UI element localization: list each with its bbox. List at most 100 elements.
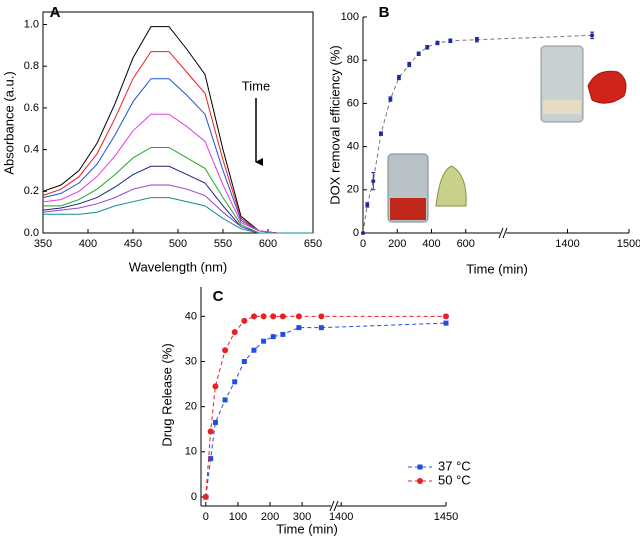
data-point	[448, 38, 453, 43]
x-tick-label: 200	[388, 238, 406, 250]
y-tick-label: 0	[353, 227, 359, 239]
spectrum-line	[42, 51, 313, 234]
data-point	[396, 75, 401, 80]
data-point	[251, 347, 257, 353]
data-point	[474, 37, 479, 42]
spectrum-line	[43, 197, 313, 234]
x-tick-label: 400	[79, 238, 97, 250]
data-point	[280, 331, 286, 337]
x-axis-label: Wavelength (nm)	[129, 259, 228, 274]
y-tick-label: 60	[347, 97, 359, 109]
data-point	[207, 428, 214, 435]
y-tick-label: 20	[185, 401, 197, 413]
spectrum-line	[42, 113, 313, 234]
data-point	[260, 313, 267, 320]
data-point	[435, 40, 440, 45]
data-point	[241, 317, 248, 324]
data-point	[296, 325, 302, 331]
legend-marker	[417, 464, 423, 470]
data-point	[202, 493, 209, 500]
panel-label: C	[213, 288, 224, 305]
data-point	[295, 313, 302, 320]
x-tick-label: 400	[422, 238, 440, 250]
y-axis-label: DOX removal efficiency (%)	[327, 45, 342, 204]
y-axis-label: Absorbance (a.u.)	[1, 71, 16, 174]
x-tick-label: 600	[259, 238, 277, 250]
vial-image-2	[540, 45, 627, 123]
x-tick-label: 1450	[434, 511, 458, 523]
axis-break	[502, 227, 508, 239]
y-tick-label: 0.8	[24, 60, 39, 72]
data-point	[365, 202, 370, 207]
data-point	[590, 33, 595, 38]
data-point	[425, 45, 430, 50]
x-tick-label: 650	[304, 238, 322, 250]
axis-break	[498, 227, 504, 239]
x-tick-label: 200	[261, 511, 279, 523]
x-axis-label: Time (min)	[276, 521, 338, 536]
panel-label: A	[50, 4, 61, 21]
x-tick-label: 1500	[617, 238, 640, 250]
data-point	[378, 131, 383, 136]
y-tick-label: 40	[185, 310, 197, 322]
series-line	[205, 315, 446, 498]
y-tick-label: 40	[347, 141, 359, 153]
data-point	[212, 419, 218, 425]
y-tick-label: 100	[341, 11, 359, 23]
series-line	[205, 322, 447, 498]
y-tick-label: 30	[185, 355, 197, 367]
legend-label: 50 °C	[438, 472, 471, 487]
x-tick-label: 100	[229, 511, 247, 523]
data-point	[279, 313, 286, 320]
x-tick-label: 350	[34, 238, 52, 250]
spectrum-line	[43, 147, 313, 234]
x-tick-label: 450	[124, 238, 142, 250]
x-tick-label: 0	[203, 511, 209, 523]
y-tick-label: 0.4	[24, 144, 39, 156]
annotation: Time	[242, 78, 270, 93]
data-point	[270, 334, 276, 340]
spectrum-line	[42, 78, 313, 234]
data-point	[361, 231, 365, 235]
data-point	[371, 179, 376, 184]
data-point	[222, 397, 228, 403]
data-point	[241, 359, 247, 365]
spectrum-line	[42, 184, 313, 234]
legend-label: 37 °C	[438, 458, 471, 473]
y-tick-label: 1.0	[24, 18, 39, 30]
x-axis-label: Time (min)	[466, 261, 528, 276]
axis-break	[329, 500, 335, 512]
x-tick-label: 1400	[329, 511, 353, 523]
data-point	[212, 383, 219, 390]
vial-image-1	[387, 153, 467, 223]
data-point	[232, 379, 238, 385]
x-tick-label: 1400	[555, 238, 579, 250]
data-point	[250, 313, 257, 320]
y-tick-label: 80	[347, 54, 359, 66]
data-point	[388, 97, 393, 102]
data-point	[407, 62, 412, 67]
y-tick-label: 0.2	[24, 185, 39, 197]
x-tick-label: 600	[457, 238, 475, 250]
data-point	[231, 329, 238, 336]
panel-label: B	[379, 4, 390, 21]
data-point	[318, 313, 325, 320]
data-point	[270, 313, 277, 320]
x-tick-label: 0	[360, 238, 366, 250]
data-point	[318, 325, 324, 331]
data-point	[208, 456, 214, 462]
data-point	[416, 51, 421, 56]
y-tick-label: 0.6	[24, 102, 39, 114]
legend-marker	[417, 478, 423, 484]
data-point	[443, 313, 449, 320]
x-tick-label: 550	[214, 238, 232, 250]
y-tick-label: 0	[191, 491, 197, 503]
data-point	[222, 347, 229, 354]
y-tick-label: 20	[347, 184, 359, 196]
axis-break	[333, 500, 339, 512]
y-tick-label: 10	[185, 446, 197, 458]
y-tick-label: 0.0	[24, 227, 39, 239]
x-tick-label: 300	[293, 511, 311, 523]
x-tick-label: 500	[169, 238, 187, 250]
